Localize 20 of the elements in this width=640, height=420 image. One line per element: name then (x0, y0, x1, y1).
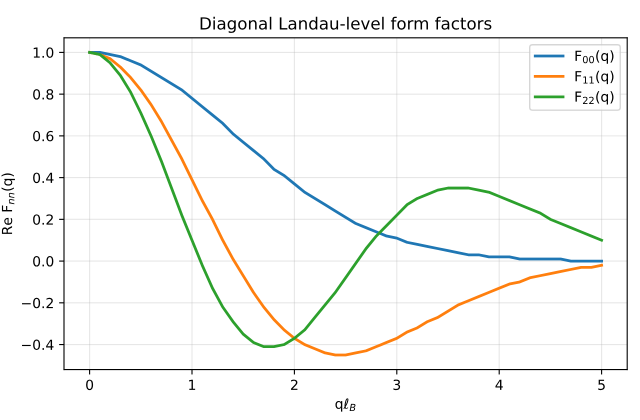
x-tick-label: 4 (495, 380, 503, 390)
chart-title: Diagonal Landau-level form factors (200, 16, 492, 33)
y-axis-title: Re F$_{nn}$(q) (2, 173, 15, 234)
x-tick-label: 0 (86, 380, 94, 390)
x-tick-label: 3 (393, 380, 400, 390)
y-tick-label: 0.0 (33, 256, 54, 267)
y-tick-label: −0.4 (22, 340, 54, 350)
x-tick-label: 5 (598, 380, 605, 390)
y-tick-label: 0.8 (33, 89, 54, 100)
y-tick-label: 1.0 (34, 47, 54, 58)
y-tick-label: 0.4 (33, 172, 54, 184)
y-tick-label: 0.6 (33, 130, 54, 142)
y-tick-label: 0.2 (33, 214, 53, 225)
legend-label: F$_{00}$(q) (576, 50, 614, 64)
x-tick-label: 1 (189, 380, 196, 390)
y-tick-label: −0.2 (22, 298, 53, 308)
x-tick-label: 2 (291, 380, 298, 390)
legend-label: F$_{11}$(q) (576, 70, 614, 84)
x-axis-title: qℓ$_{B}$ (335, 398, 356, 412)
legend-label: F$_{22}$(q) (576, 91, 614, 105)
